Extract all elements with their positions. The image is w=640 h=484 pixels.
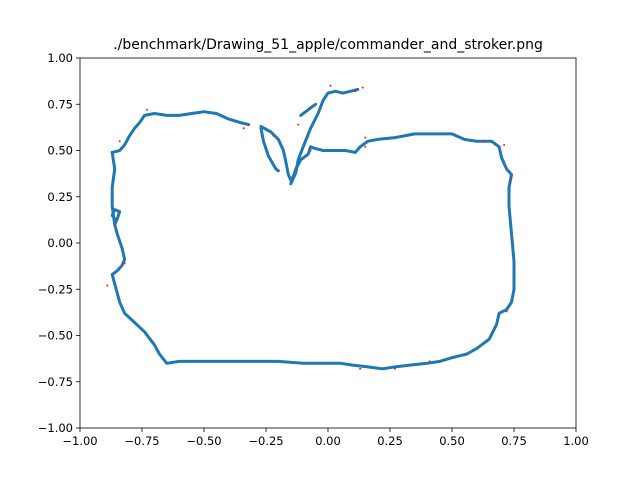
x-tick-label: −0.25 xyxy=(248,434,283,448)
red-marker-14 xyxy=(503,143,506,146)
red-marker-13 xyxy=(483,140,486,143)
red-marker-5 xyxy=(272,134,275,137)
red-marker-9 xyxy=(354,90,357,93)
y-tick-label: −0.50 xyxy=(38,329,73,343)
x-tick-label: 0.50 xyxy=(439,434,465,448)
red-marker-10 xyxy=(361,86,364,89)
x-tick-label: −0.50 xyxy=(186,434,221,448)
y-tick-label: 1.00 xyxy=(47,51,73,65)
red-marker-8 xyxy=(329,84,332,87)
red-marker-18 xyxy=(394,367,396,370)
red-marker-12 xyxy=(364,145,367,148)
y-axis: −1.00 −0.75 −0.50 −0.25 0.00 0.25 0.50 0.75 1.00 xyxy=(38,51,80,435)
x-tick-label: 1.00 xyxy=(563,434,589,448)
y-tick-label: 0.25 xyxy=(47,190,73,204)
red-marker-7 xyxy=(309,149,312,152)
red-marker-16 xyxy=(505,310,508,313)
x-tick-label: −0.75 xyxy=(124,434,159,448)
y-tick-label: 0.50 xyxy=(47,144,73,158)
x-axis: −1.00 −0.75 −0.50 −0.25 0.00 0.25 0.50 0.75 1.00 xyxy=(62,428,589,448)
red-marker-2 xyxy=(118,140,121,143)
red-marker-3 xyxy=(242,127,245,130)
chart-title: ./benchmark/Drawing_51_apple/commander_a… xyxy=(113,37,543,53)
red-marker-15 xyxy=(510,177,513,180)
stroke-line-3 xyxy=(110,125,516,371)
x-tick-label: 0.75 xyxy=(501,434,527,448)
red-marker-20 xyxy=(113,223,116,226)
red-marker-6 xyxy=(297,123,300,126)
x-tick-label: −1.00 xyxy=(62,434,97,448)
x-tick-label: 0.00 xyxy=(315,434,341,448)
stroke-line-2 xyxy=(259,126,280,173)
y-tick-label: 0.75 xyxy=(47,97,73,111)
y-tick-label: −0.25 xyxy=(38,282,73,296)
y-tick-label: −0.75 xyxy=(38,375,73,389)
plot-lines xyxy=(110,87,516,371)
red-marker-21 xyxy=(106,284,109,287)
red-marker-17 xyxy=(359,367,362,370)
red-marker-1 xyxy=(146,108,148,111)
stroke-line-1 xyxy=(110,110,251,154)
stroke-line-4 xyxy=(289,87,360,186)
y-tick-label: −1.00 xyxy=(38,421,73,435)
plot-markers xyxy=(106,84,513,370)
red-marker-4 xyxy=(247,123,250,126)
red-marker-19 xyxy=(428,360,431,363)
red-marker-11 xyxy=(364,136,367,139)
red-marker-22 xyxy=(123,262,126,265)
y-tick-label: 0.00 xyxy=(47,236,73,250)
stroke-line-5 xyxy=(299,102,318,117)
x-tick-label: 0.25 xyxy=(377,434,403,448)
